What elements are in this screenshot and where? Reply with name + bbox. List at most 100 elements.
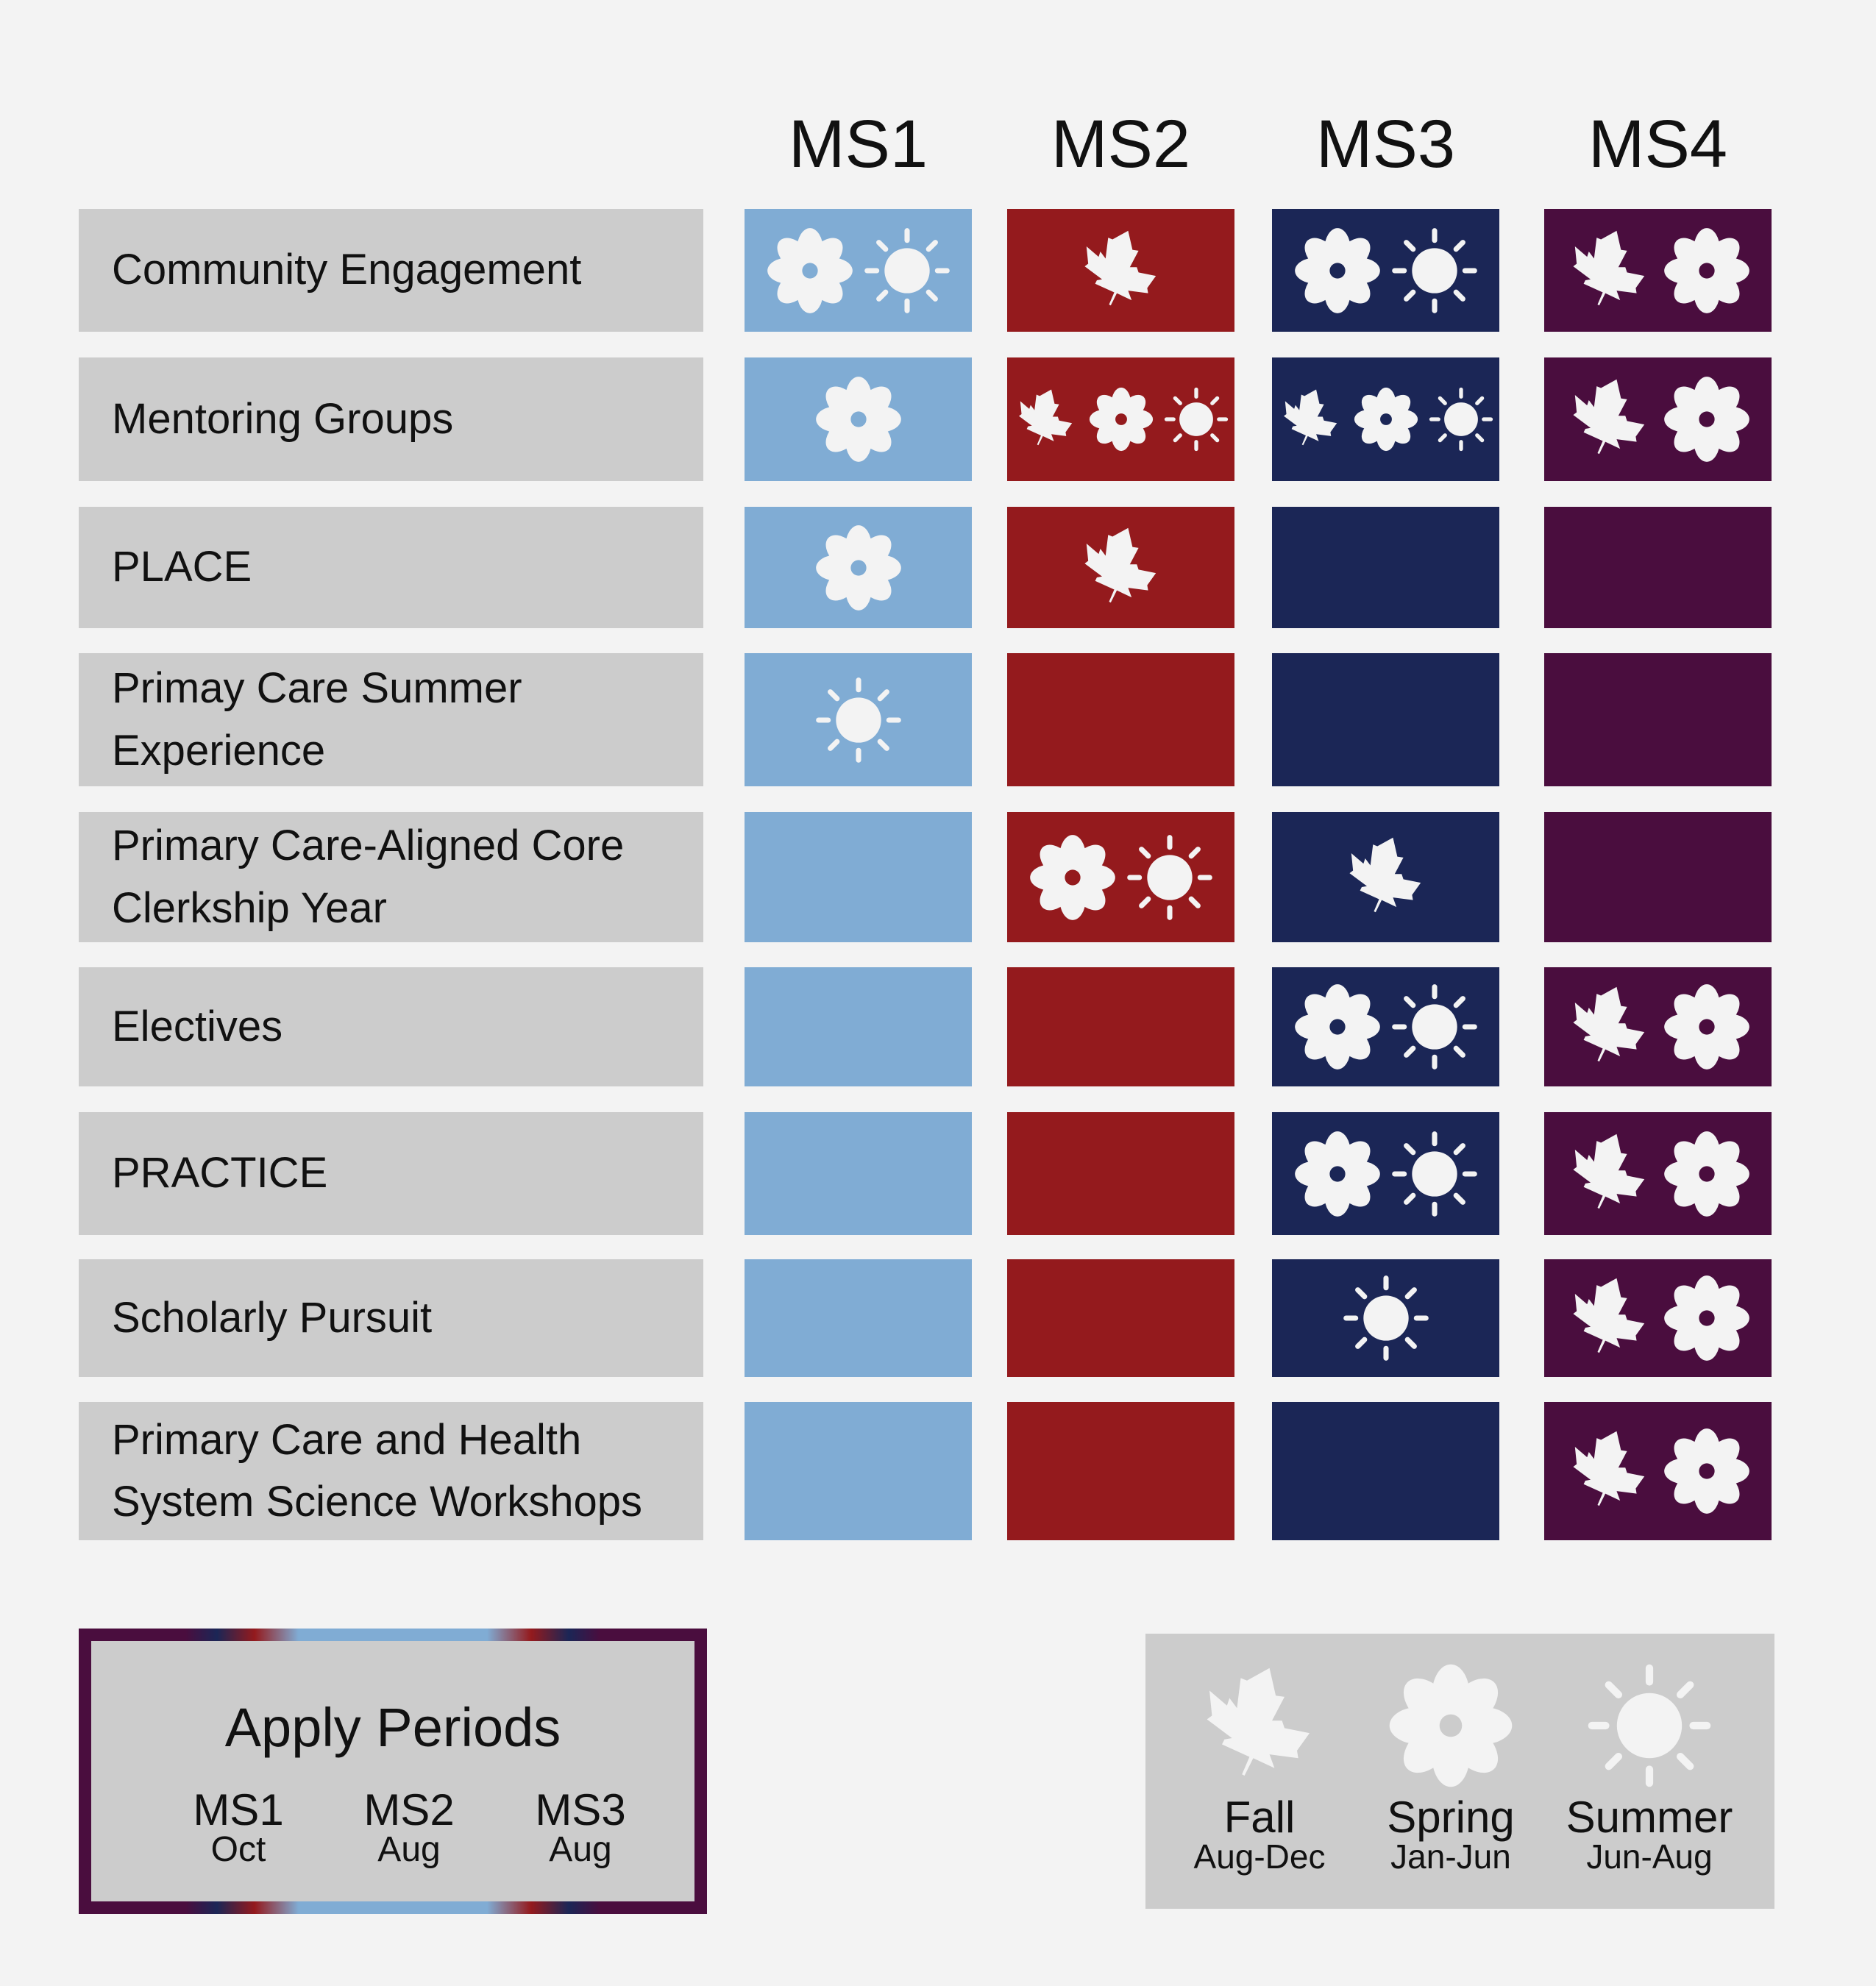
cell-ms2 — [1007, 1402, 1234, 1540]
column-header-ms1: MS1 — [788, 107, 928, 182]
cell-ms4 — [1544, 1112, 1772, 1235]
flower-icon — [1663, 1275, 1749, 1361]
legend-item-summer: Summer Jun-Aug — [1554, 1663, 1745, 1873]
cell-ms3 — [1272, 1112, 1499, 1235]
cell-ms4 — [1544, 1402, 1772, 1540]
row-label-text: Primary Care and Health System Science W… — [112, 1415, 642, 1526]
maple-leaf-icon — [1283, 389, 1337, 446]
apply-period-item: MS3 Aug — [500, 1788, 661, 1868]
cell-ms1 — [745, 1259, 972, 1377]
apply-period-year: MS2 — [363, 1785, 455, 1834]
flower-icon — [1663, 1428, 1749, 1514]
cell-ms1 — [745, 507, 972, 628]
cell-ms1 — [745, 357, 972, 481]
cell-ms2 — [1007, 209, 1234, 332]
cell-ms4 — [1544, 357, 1772, 481]
legend-season-months: Jun-Aug — [1586, 1837, 1713, 1876]
apply-period-item: MS1 Oct — [157, 1788, 319, 1868]
flower-icon — [1294, 227, 1380, 313]
flower-icon — [1389, 1664, 1513, 1787]
legend-season-name: Fall — [1223, 1793, 1296, 1842]
cell-ms2 — [1007, 1112, 1234, 1235]
legend-season-name: Spring — [1387, 1793, 1515, 1842]
row-label-text: PLACE — [112, 543, 252, 591]
row-label: Primay Care Summer Experience — [79, 653, 703, 786]
legend-item-fall: Fall Aug-Dec — [1164, 1663, 1355, 1873]
sun-icon — [1391, 1131, 1477, 1217]
cell-ms2 — [1007, 653, 1234, 786]
row-label: PRACTICE — [79, 1112, 703, 1235]
cell-ms4 — [1544, 812, 1772, 942]
sun-icon — [864, 227, 950, 313]
maple-leaf-icon — [1572, 379, 1644, 455]
legend-item-spring: Spring Jan-Jun — [1355, 1663, 1546, 1873]
row-label: Electives — [79, 967, 703, 1086]
cell-ms3 — [1272, 507, 1499, 628]
maple-leaf-icon — [1572, 1133, 1644, 1209]
row-label-text: Primay Care Summer Experience — [112, 664, 522, 775]
cell-ms4 — [1544, 209, 1772, 332]
apply-period-month: Aug — [377, 1830, 441, 1869]
row-label: Primary Care and Health System Science W… — [79, 1402, 703, 1540]
apply-period-month: Aug — [549, 1830, 612, 1869]
sun-icon — [1588, 1664, 1711, 1787]
cell-ms2 — [1007, 967, 1234, 1086]
apply-period-year: MS3 — [535, 1785, 626, 1834]
cell-ms3 — [1272, 357, 1499, 481]
row-label-text: Primary Care-Aligned Core Clerkship Year — [112, 822, 625, 932]
cell-ms2 — [1007, 357, 1234, 481]
cell-ms4 — [1544, 507, 1772, 628]
cell-ms4 — [1544, 653, 1772, 786]
apply-period-year: MS1 — [193, 1785, 284, 1834]
cell-ms1 — [745, 967, 972, 1086]
row-label-text: Scholarly Pursuit — [112, 1293, 433, 1342]
sun-icon — [1391, 984, 1477, 1069]
legend-season-months: Jan-Jun — [1390, 1837, 1511, 1876]
cell-ms1 — [745, 653, 972, 786]
cell-ms4 — [1544, 1259, 1772, 1377]
sun-icon — [1164, 387, 1228, 452]
apply-period-item: MS2 Aug — [328, 1788, 490, 1868]
column-header-ms2: MS2 — [1051, 107, 1191, 182]
season-legend: Fall Aug-Dec Spring Jan-Jun Summer Jun-Aug — [1145, 1634, 1774, 1909]
flower-icon — [1663, 377, 1749, 462]
flower-icon — [1294, 1131, 1380, 1217]
sun-icon — [1429, 387, 1493, 452]
cell-ms3 — [1272, 1259, 1499, 1377]
row-label: Mentoring Groups — [79, 357, 703, 481]
cell-ms2 — [1007, 507, 1234, 628]
maple-leaf-icon — [1207, 1668, 1310, 1776]
apply-periods-box: Apply Periods MS1 Oct MS2 Aug MS3 Aug — [79, 1629, 707, 1914]
maple-leaf-icon — [1084, 527, 1156, 602]
apply-periods-title: Apply Periods — [224, 1697, 561, 1758]
row-label: PLACE — [79, 507, 703, 628]
cell-ms1 — [745, 1402, 972, 1540]
flower-icon — [1663, 227, 1749, 313]
sun-icon — [815, 677, 901, 763]
sun-icon — [1126, 834, 1212, 920]
maple-leaf-icon — [1572, 230, 1644, 305]
maple-leaf-icon — [1349, 837, 1421, 912]
maple-leaf-icon — [1572, 1278, 1644, 1353]
row-label: Primary Care-Aligned Core Clerkship Year — [79, 812, 703, 942]
cell-ms2 — [1007, 812, 1234, 942]
maple-leaf-icon — [1084, 230, 1156, 305]
row-label: Scholarly Pursuit — [79, 1259, 703, 1377]
cell-ms1 — [745, 1112, 972, 1235]
cell-ms3 — [1272, 653, 1499, 786]
maple-leaf-icon — [1572, 986, 1644, 1062]
cell-ms4 — [1544, 967, 1772, 1086]
cell-ms2 — [1007, 1259, 1234, 1377]
flower-icon — [815, 524, 901, 611]
flower-icon — [1294, 984, 1380, 1069]
row-label-text: PRACTICE — [112, 1149, 328, 1197]
row-label-text: Community Engagement — [112, 246, 582, 294]
apply-periods-panel: Apply Periods MS1 Oct MS2 Aug MS3 Aug — [91, 1641, 694, 1901]
column-header-ms4: MS4 — [1588, 107, 1728, 182]
cell-ms1 — [745, 812, 972, 942]
legend-season-name: Summer — [1566, 1793, 1733, 1842]
flower-icon — [1089, 387, 1153, 452]
legend-season-months: Aug-Dec — [1193, 1837, 1326, 1876]
row-label-text: Mentoring Groups — [112, 394, 454, 443]
flower-icon — [1663, 1131, 1749, 1217]
